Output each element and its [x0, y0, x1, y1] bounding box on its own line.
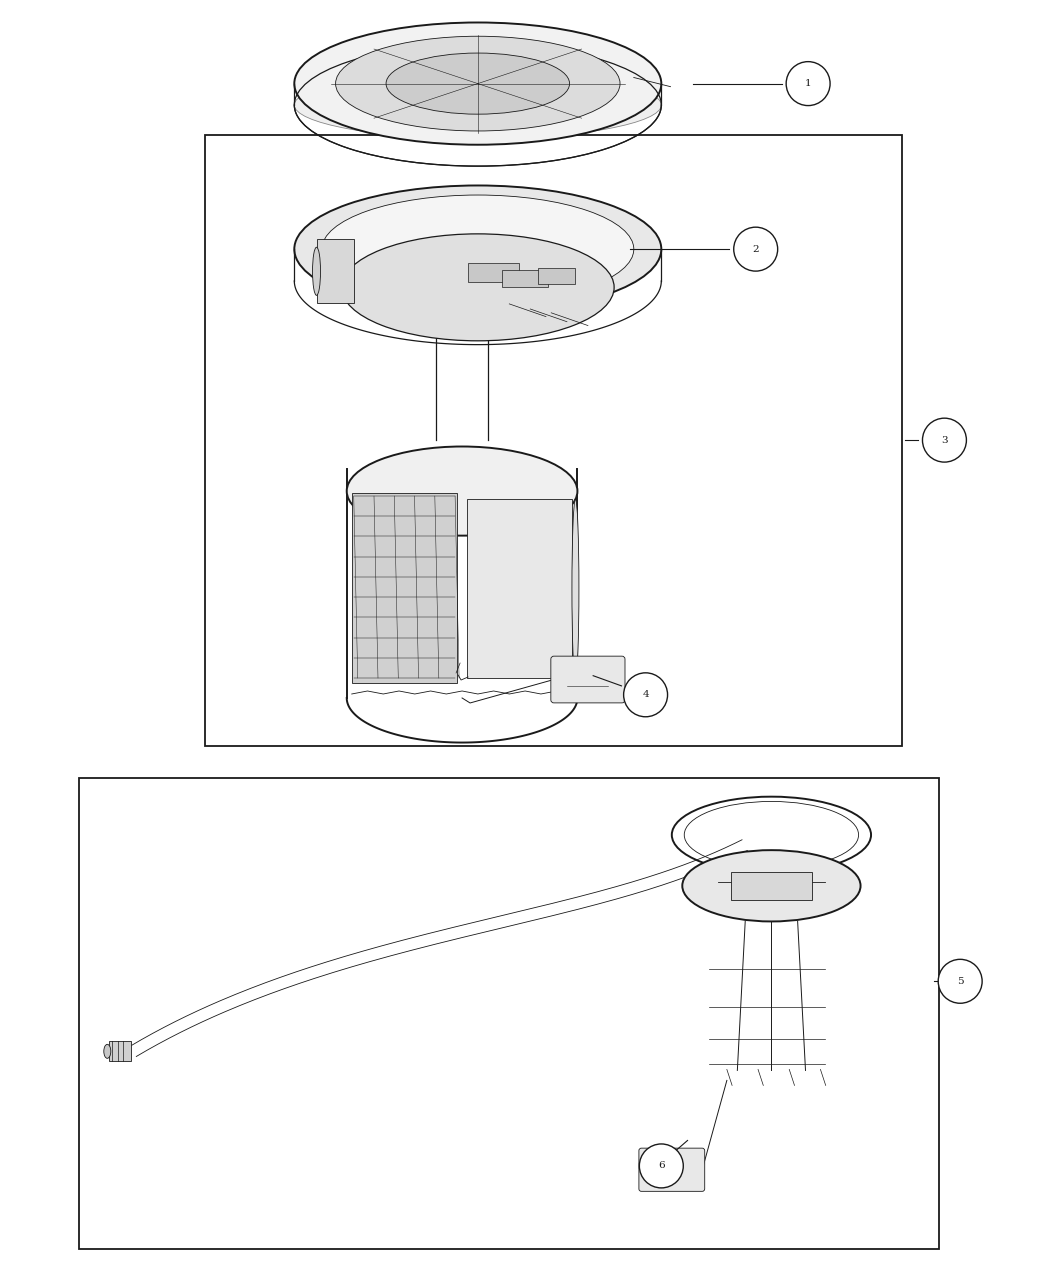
Bar [468, 263, 519, 282]
Ellipse shape [313, 247, 320, 296]
Ellipse shape [346, 446, 578, 536]
Text: 5: 5 [957, 977, 964, 986]
Ellipse shape [322, 195, 634, 303]
Ellipse shape [682, 850, 861, 922]
Ellipse shape [572, 499, 579, 678]
Ellipse shape [294, 71, 662, 139]
Ellipse shape [386, 54, 569, 115]
Circle shape [786, 61, 831, 106]
Ellipse shape [104, 1044, 111, 1058]
Bar [109, 1042, 131, 1061]
Text: 6: 6 [658, 1162, 665, 1170]
Bar [502, 270, 548, 287]
Circle shape [624, 673, 668, 717]
Bar [467, 499, 572, 678]
Text: 1: 1 [804, 79, 812, 88]
Text: 4: 4 [643, 690, 649, 699]
Bar [731, 872, 812, 900]
Ellipse shape [294, 185, 662, 312]
Circle shape [639, 1144, 684, 1188]
Ellipse shape [336, 36, 621, 131]
Text: 3: 3 [941, 436, 948, 445]
Bar [80, 778, 939, 1248]
FancyBboxPatch shape [551, 657, 625, 703]
Bar [205, 135, 903, 746]
Bar [538, 268, 575, 283]
Circle shape [923, 418, 966, 462]
Ellipse shape [294, 23, 662, 145]
Circle shape [734, 227, 778, 272]
Text: 2: 2 [753, 245, 759, 254]
Ellipse shape [341, 233, 614, 340]
FancyBboxPatch shape [638, 1149, 705, 1191]
Bar [352, 493, 457, 683]
Bar [316, 240, 355, 303]
Circle shape [939, 959, 982, 1003]
